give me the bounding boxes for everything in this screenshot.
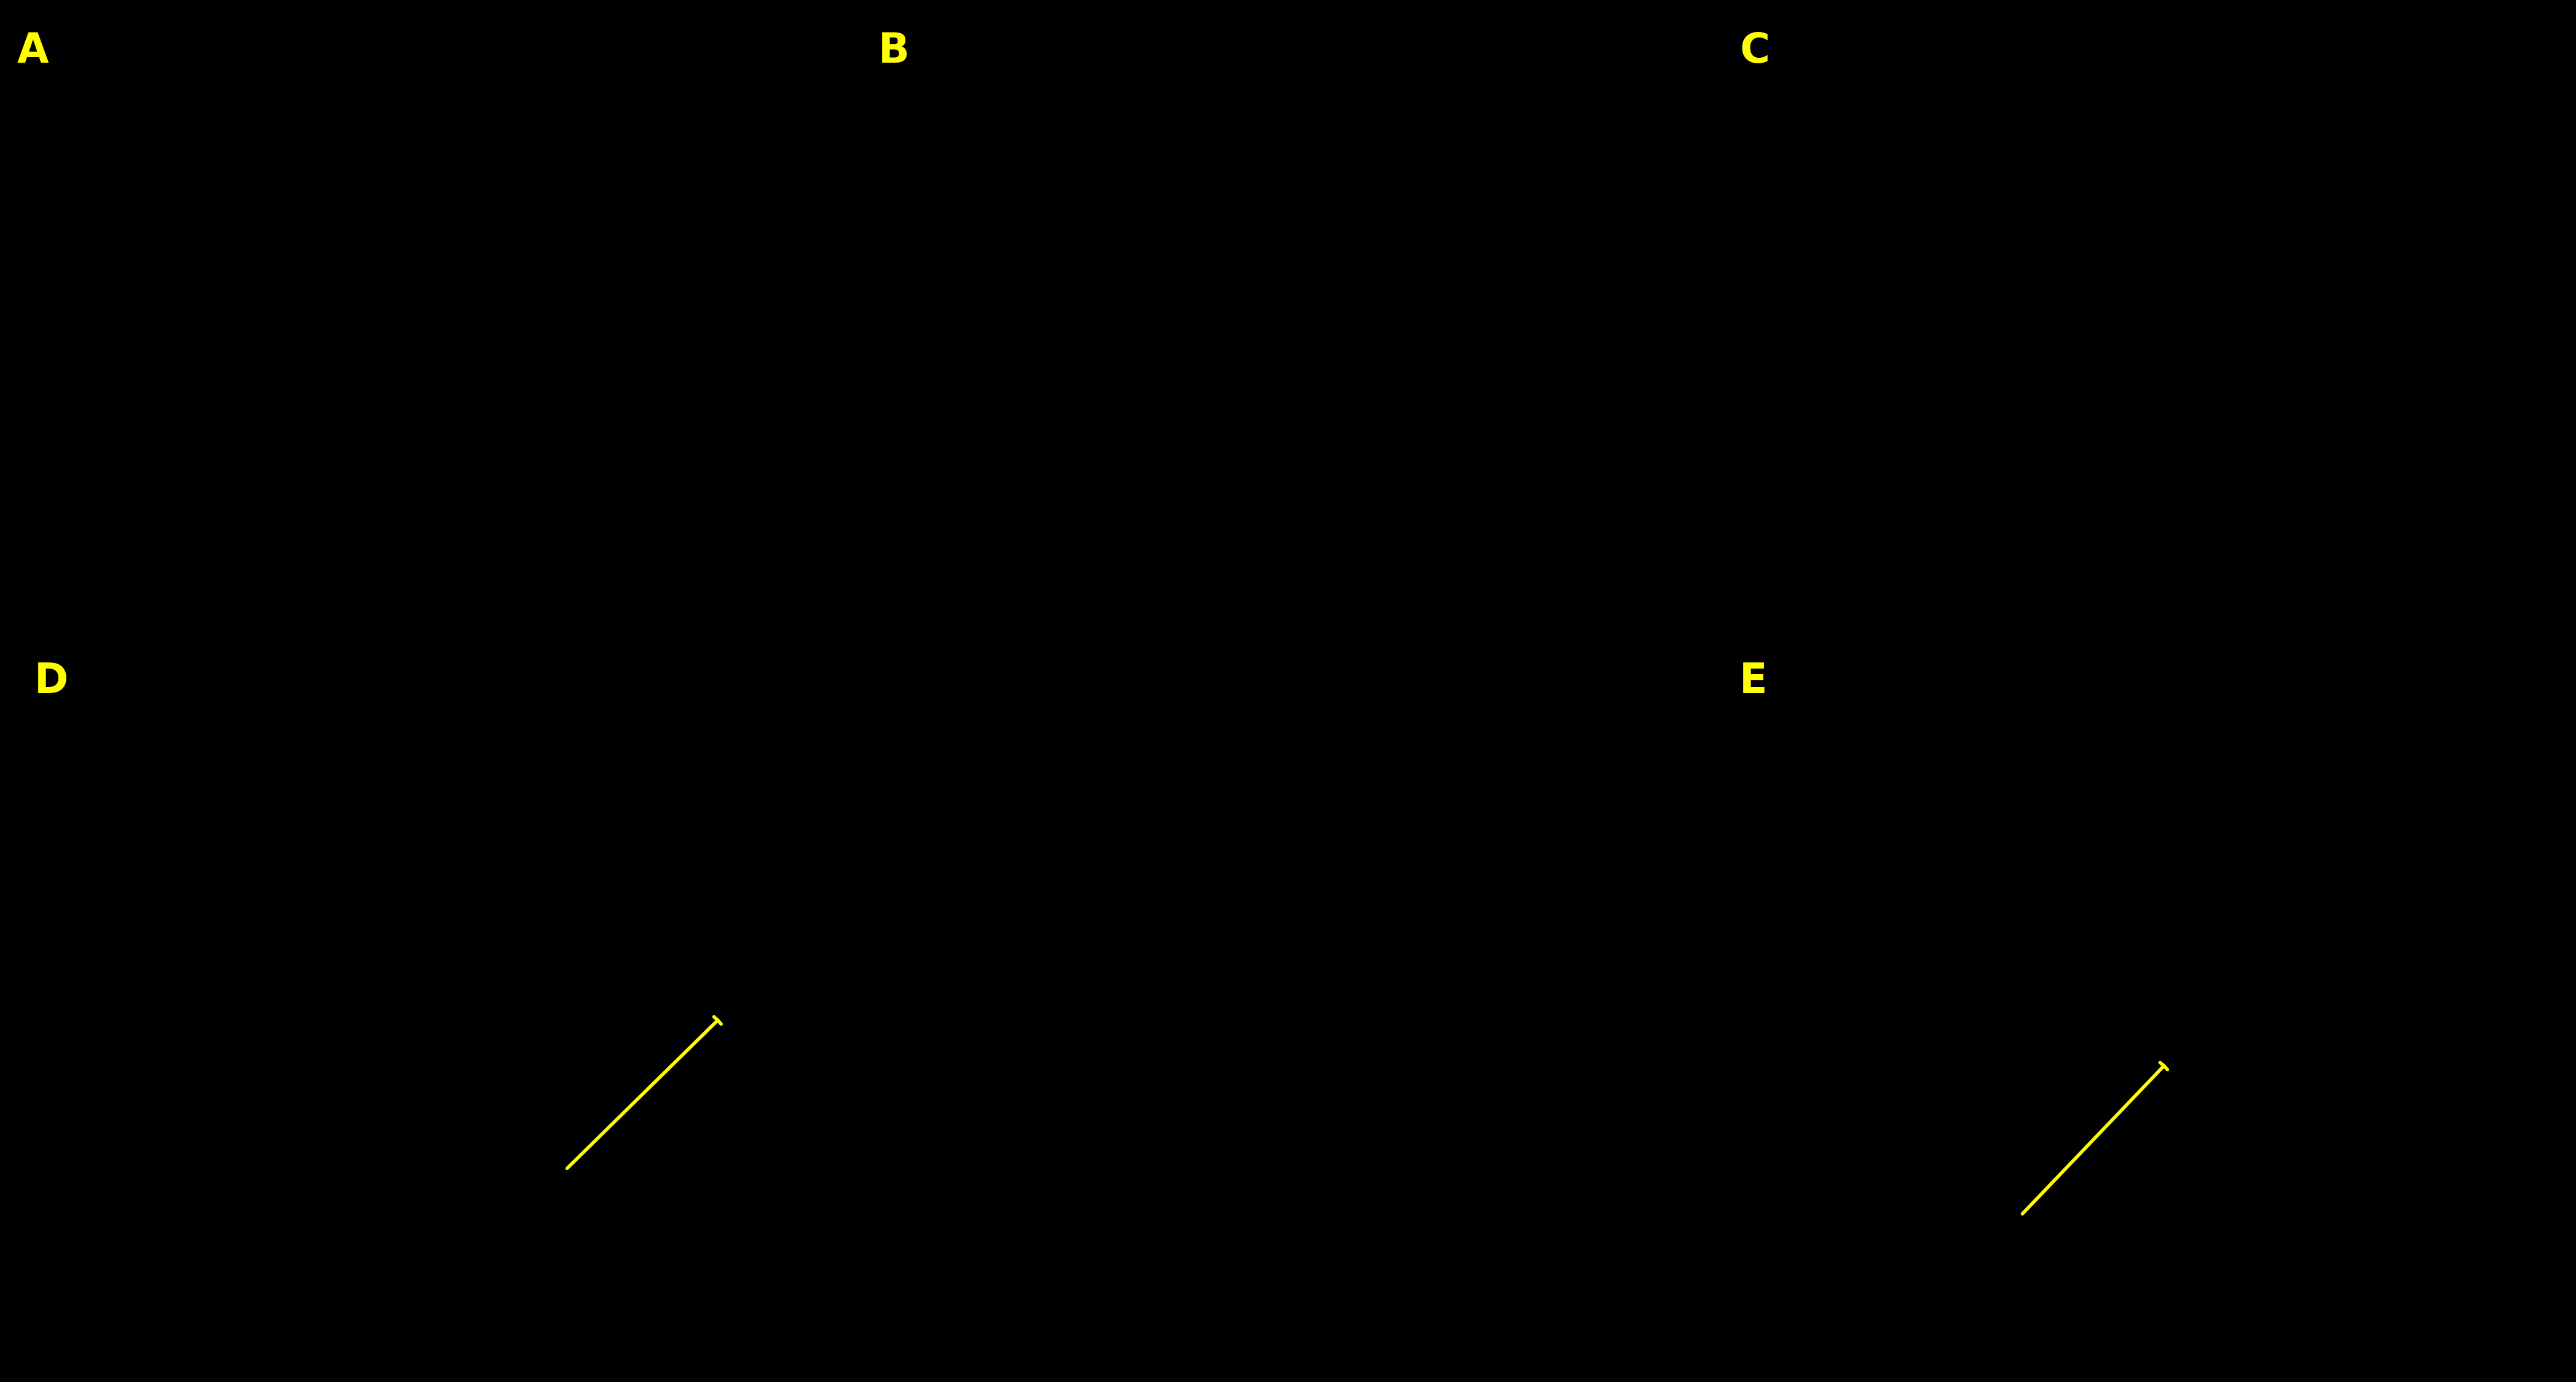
Text: E: E (1739, 661, 1767, 702)
Text: A: A (18, 30, 49, 72)
Text: B: B (878, 30, 909, 72)
Text: C: C (1739, 30, 1770, 72)
Text: D: D (33, 661, 70, 702)
